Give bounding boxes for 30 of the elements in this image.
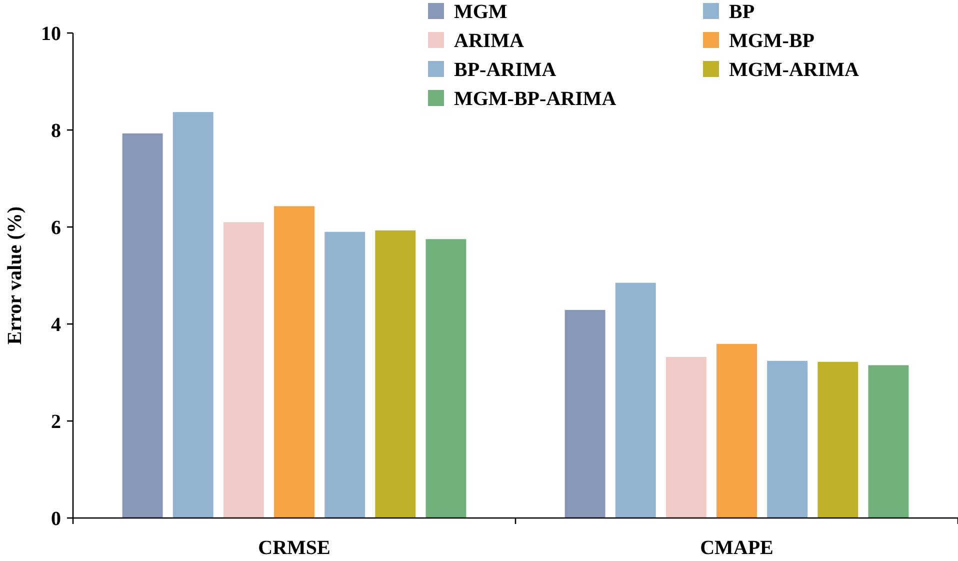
legend-label: BP bbox=[729, 1, 755, 23]
bar bbox=[274, 206, 314, 518]
bar bbox=[564, 310, 606, 518]
bar bbox=[375, 230, 416, 518]
bar bbox=[818, 362, 858, 518]
bar bbox=[767, 360, 808, 518]
y-tick-label: 0 bbox=[51, 508, 61, 530]
legend-label: MGM-BP-ARIMA bbox=[454, 88, 617, 110]
y-axis-title: Error value (%) bbox=[4, 206, 26, 345]
legend-label: MGM bbox=[454, 1, 508, 23]
bar bbox=[615, 282, 656, 518]
bar bbox=[223, 222, 264, 518]
y-tick-label: 6 bbox=[51, 217, 61, 239]
y-tick-label: 4 bbox=[51, 314, 61, 336]
legend-label: ARIMA bbox=[454, 30, 525, 52]
bar bbox=[172, 112, 214, 518]
x-tick-label: CMAPE bbox=[700, 537, 774, 559]
bar bbox=[666, 356, 706, 518]
bar bbox=[868, 365, 909, 518]
bar bbox=[122, 133, 163, 518]
x-tick-label: CRMSE bbox=[258, 537, 330, 559]
legend-label: MGM-ARIMA bbox=[729, 59, 860, 81]
y-tick-label: 2 bbox=[51, 411, 61, 433]
legend-label: BP-ARIMA bbox=[454, 59, 557, 81]
y-tick-label: 10 bbox=[41, 23, 61, 45]
y-tick-label: 8 bbox=[51, 120, 61, 142]
legend-label: MGM-BP bbox=[729, 30, 815, 52]
bar bbox=[426, 239, 466, 518]
bar bbox=[324, 232, 366, 518]
bar bbox=[716, 344, 757, 518]
